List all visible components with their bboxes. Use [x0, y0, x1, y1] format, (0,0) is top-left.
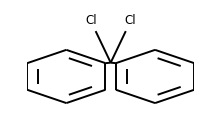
Text: Cl: Cl	[124, 14, 136, 27]
Text: Cl: Cl	[86, 14, 97, 27]
